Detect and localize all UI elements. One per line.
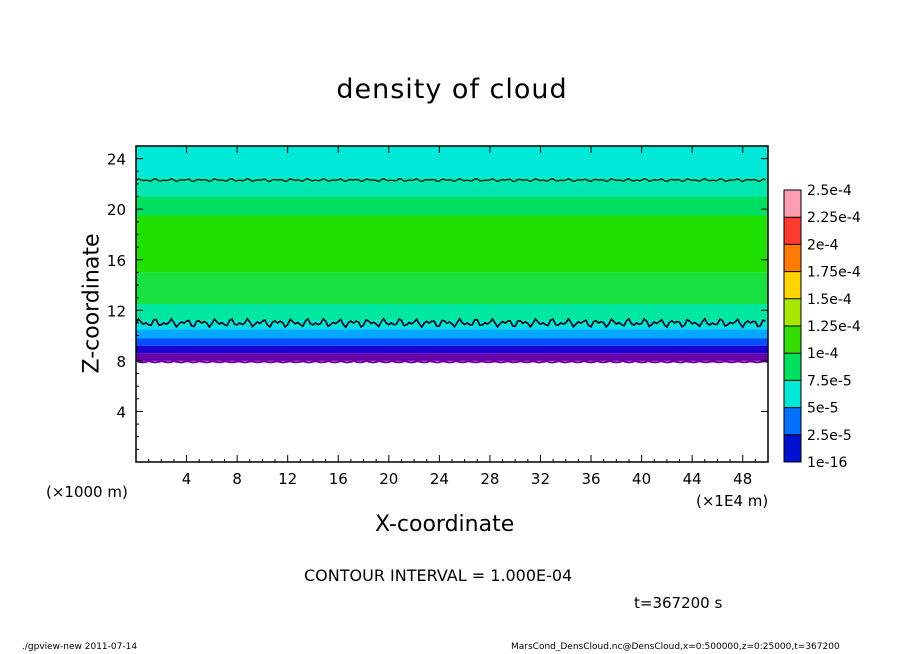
heatmap-band: [136, 177, 768, 197]
colorbar-swatch: [784, 326, 801, 354]
heatmap-band: [136, 196, 768, 216]
colorbar-label: 2e-4: [807, 237, 839, 253]
x-tick-label: 40: [632, 470, 651, 488]
colorbar-swatch: [784, 217, 801, 245]
heatmap-band: [136, 272, 768, 304]
contour-lines: [136, 178, 766, 329]
colorbar-swatch: [784, 190, 801, 218]
x-tick-label: 32: [531, 470, 550, 488]
x-tick-label: 8: [232, 470, 242, 488]
colorbar-label: 7.5e-5: [807, 373, 852, 389]
colorbar-swatch: [784, 271, 801, 299]
y-axis-label: Z-coordinate: [79, 233, 105, 374]
contour-line: [136, 317, 766, 329]
colorbar-label: 2.5e-4: [807, 183, 852, 199]
x-tick-label: 44: [683, 470, 702, 488]
colorbar-label: 1e-16: [807, 455, 847, 471]
colorbar-swatch: [784, 244, 801, 272]
y-tick-label: 24: [107, 151, 126, 169]
x-tick-label: 20: [379, 470, 398, 488]
colorbar-label: 1.75e-4: [807, 265, 861, 281]
heatmap-band: [136, 338, 768, 346]
heatmap-band: [136, 146, 768, 178]
x-tick-label: 12: [278, 470, 297, 488]
colorbar-label: 1e-4: [807, 346, 839, 362]
x-tick-label: 4: [182, 470, 192, 488]
colorbar-label: 2.25e-4: [807, 210, 861, 226]
y-tick-label: 16: [107, 252, 126, 270]
footer-right: MarsCond_DensCloud.nc@DensCloud,x=0:5000…: [511, 642, 840, 652]
y-tick-label: 8: [116, 353, 126, 371]
x-tick-label: 48: [733, 470, 752, 488]
heatmap-band: [136, 345, 768, 354]
y-tick-label: 20: [107, 201, 126, 219]
x-tick-label: 24: [430, 470, 449, 488]
y-tick-label: 12: [107, 302, 126, 320]
colorbar-swatch: [784, 353, 801, 381]
contour-line: [136, 178, 766, 183]
x-axis-ticks: 4 8 12 16 20 24 28 32 36 40 44 48: [148, 146, 769, 488]
x-tick-label: 36: [581, 470, 600, 488]
colorbar-swatch: [784, 380, 801, 408]
colorbar-label: 1.25e-4: [807, 319, 861, 335]
heatmap-band: [136, 215, 768, 273]
chart-title: density of cloud: [336, 74, 568, 105]
heatmap-band: [136, 353, 768, 361]
y-axis-ticks: 4 8 12 16 20 24: [107, 145, 768, 450]
colorbar: 2.5e-4 2.25e-4 2e-4 1.75e-4 1.5e-4 1.25e-4 1e-…: [783, 183, 861, 471]
colorbar-swatch: [784, 298, 801, 326]
colorbar-label: 2.5e-5: [807, 428, 852, 444]
colorbar-swatch: [784, 407, 801, 435]
colorbar-swatch: [784, 434, 801, 462]
footer-left: ./gpview-new 2011-07-14: [22, 642, 138, 652]
x-tick-label: 28: [480, 470, 499, 488]
y-tick-label: 4: [116, 403, 126, 421]
colorbar-label: 5e-5: [807, 401, 838, 417]
time-text: t=367200 s: [634, 594, 723, 612]
contour-interval-text: CONTOUR INTERVAL = 1.000E-04: [304, 566, 573, 585]
colorbar-label: 1.5e-4: [807, 292, 852, 308]
x-unit-right: (×1E4 m): [696, 492, 769, 510]
heatmap-band: [136, 304, 768, 321]
heatmap-band: [136, 329, 768, 339]
cloud-base-fringe: [136, 359, 768, 364]
x-axis-label: X-coordinate: [375, 512, 515, 537]
x-tick-label: 16: [329, 470, 348, 488]
x-unit-left: (×1000 m): [46, 483, 128, 501]
